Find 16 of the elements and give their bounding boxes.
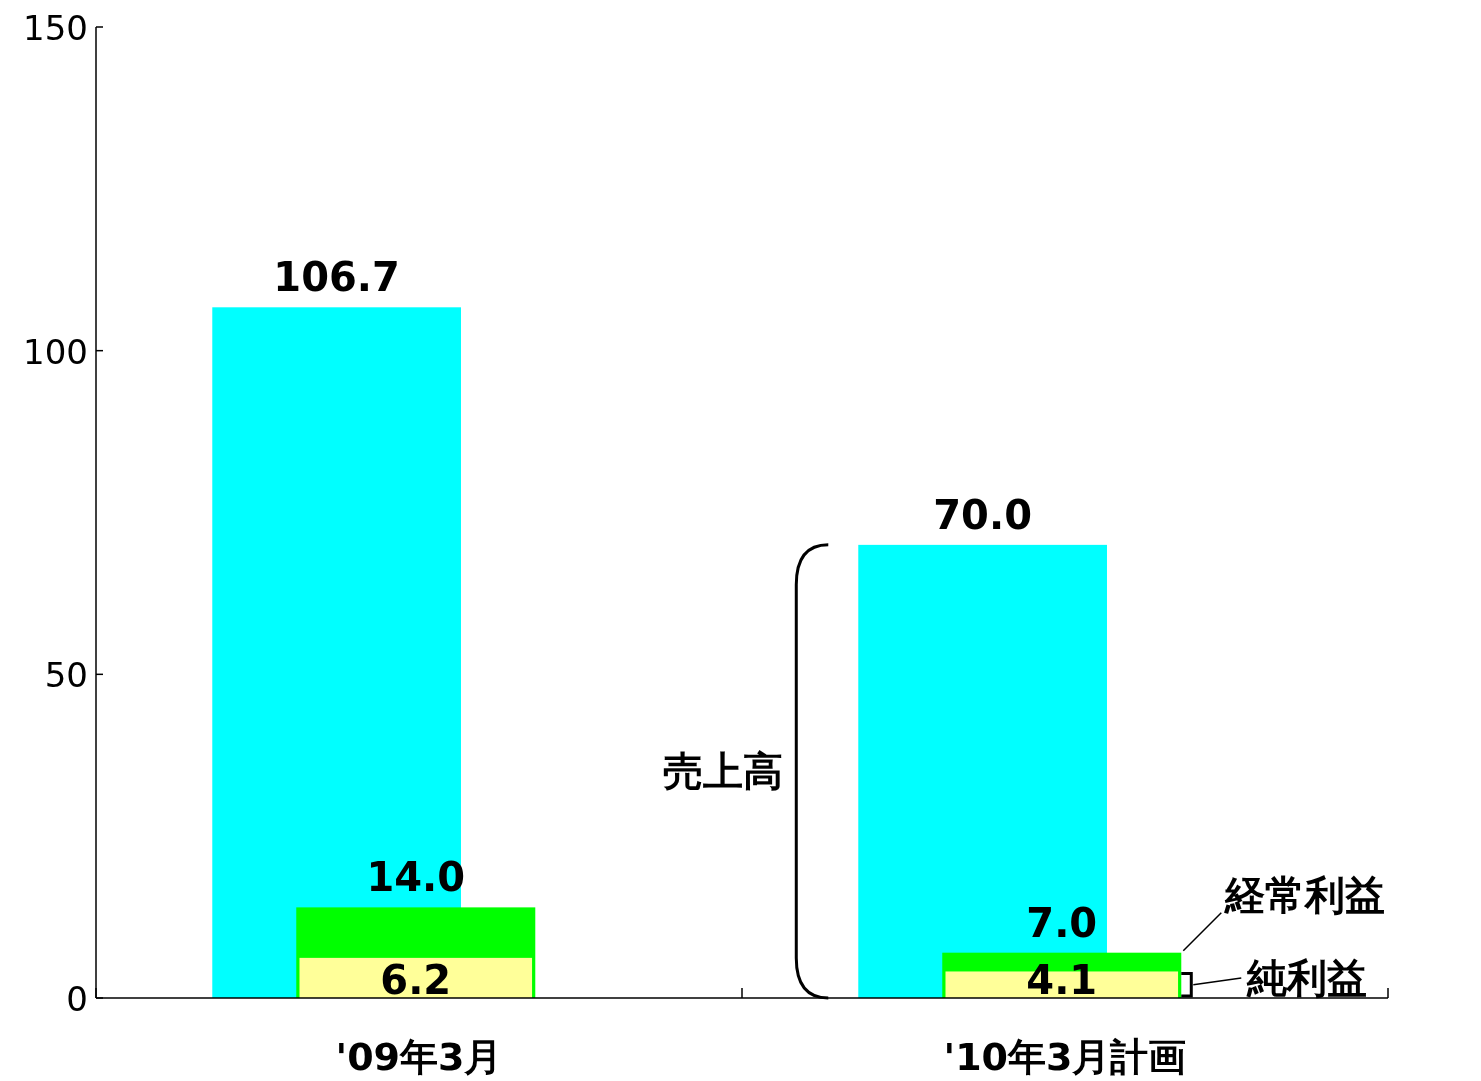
bar [858, 544, 1107, 998]
bar [212, 307, 461, 998]
data-label: 106.7 [273, 254, 400, 301]
x-tick-label: '10年3月計画 [943, 1035, 1187, 1079]
y-tick-label: 100 [23, 331, 88, 372]
series-label: 経常利益 [1224, 871, 1386, 918]
y-tick-label: 150 [23, 8, 88, 48]
data-label: 70.0 [933, 491, 1032, 538]
series-label: 売上高 [663, 748, 784, 795]
data-label: 4.1 [1026, 957, 1098, 1003]
y-tick-label: 50 [44, 655, 88, 696]
data-label: 7.0 [1026, 899, 1098, 946]
x-tick-label: '09年3月 [335, 1035, 503, 1079]
data-label: 6.2 [380, 957, 452, 1003]
series-label: 純利益 [1246, 955, 1368, 1001]
y-tick-label: 0 [66, 979, 88, 1019]
